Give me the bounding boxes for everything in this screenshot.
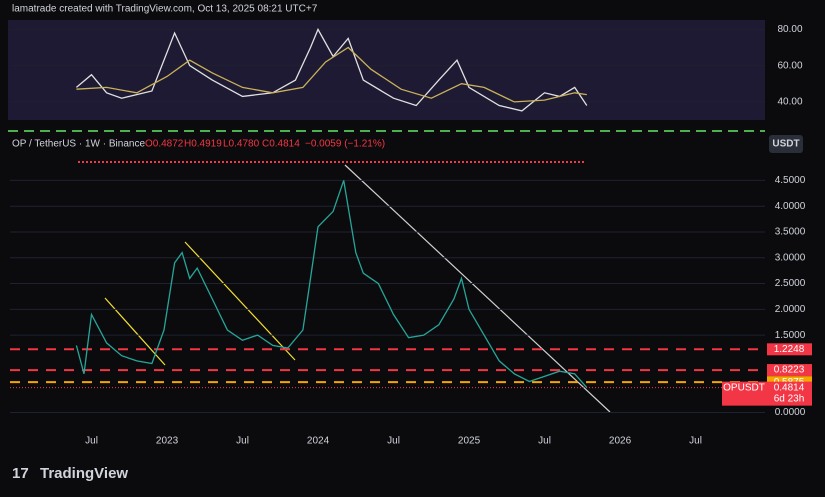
y-tick-label: 4.0000: [775, 201, 806, 212]
y-tick-label: 3.5000: [775, 227, 806, 238]
ohlc-value: C0.4814: [262, 139, 300, 150]
level-label: 0.8223: [774, 365, 805, 376]
ohlc-value: −0.0059 (−1.21%): [305, 139, 385, 150]
x-tick-label: Jul: [387, 436, 400, 447]
symbol: OP / TetherUS · 1W · Binance: [12, 139, 145, 150]
y-tick-label: 60.00: [777, 60, 802, 71]
trendline: [184, 241, 296, 361]
x-tick-label: Jul: [236, 436, 249, 447]
ohlc-value: L0.4780: [223, 139, 260, 150]
y-tick-label: 3.0000: [775, 252, 806, 263]
price-line: [75, 180, 588, 389]
currency-button[interactable]: [769, 135, 803, 153]
y-tick-label: 2.5000: [775, 278, 806, 289]
y-tick-label: 0.0000: [775, 407, 806, 418]
level-badge: [767, 364, 812, 377]
ohlc-value: O0.4872: [145, 139, 184, 150]
y-tick-label: 1.5000: [775, 330, 806, 341]
countdown: 6d 23h: [774, 393, 805, 404]
y-tick-label: 80.00: [777, 24, 802, 35]
rsi-band: [8, 20, 765, 120]
brand: TradingView: [40, 465, 128, 482]
credit: lamatrade created with TradingView.com, …: [12, 4, 318, 15]
y-tick-label: 4.5000: [775, 175, 806, 186]
logo: 17: [12, 465, 29, 482]
last-badge: [722, 381, 812, 406]
level-badge: [767, 343, 812, 356]
x-tick-label: 2025: [458, 436, 481, 447]
currency[interactable]: USDT: [772, 139, 799, 150]
ohlc-value: H0.4919: [184, 139, 222, 150]
x-tick-label: Jul: [85, 436, 98, 447]
last-value: 0.4814: [774, 382, 805, 393]
x-tick-label: 2023: [156, 436, 179, 447]
x-tick-label: Jul: [689, 436, 702, 447]
x-tick-label: 2026: [609, 436, 632, 447]
y-tick-label: 40.00: [777, 97, 802, 108]
level-label: 1.2248: [774, 344, 805, 355]
last-symbol: OPUSDT: [723, 382, 765, 393]
price-line: [76, 46, 587, 103]
x-tick-label: 2024: [307, 436, 330, 447]
y-tick-label: 2.0000: [775, 304, 806, 315]
x-tick-label: Jul: [538, 436, 551, 447]
